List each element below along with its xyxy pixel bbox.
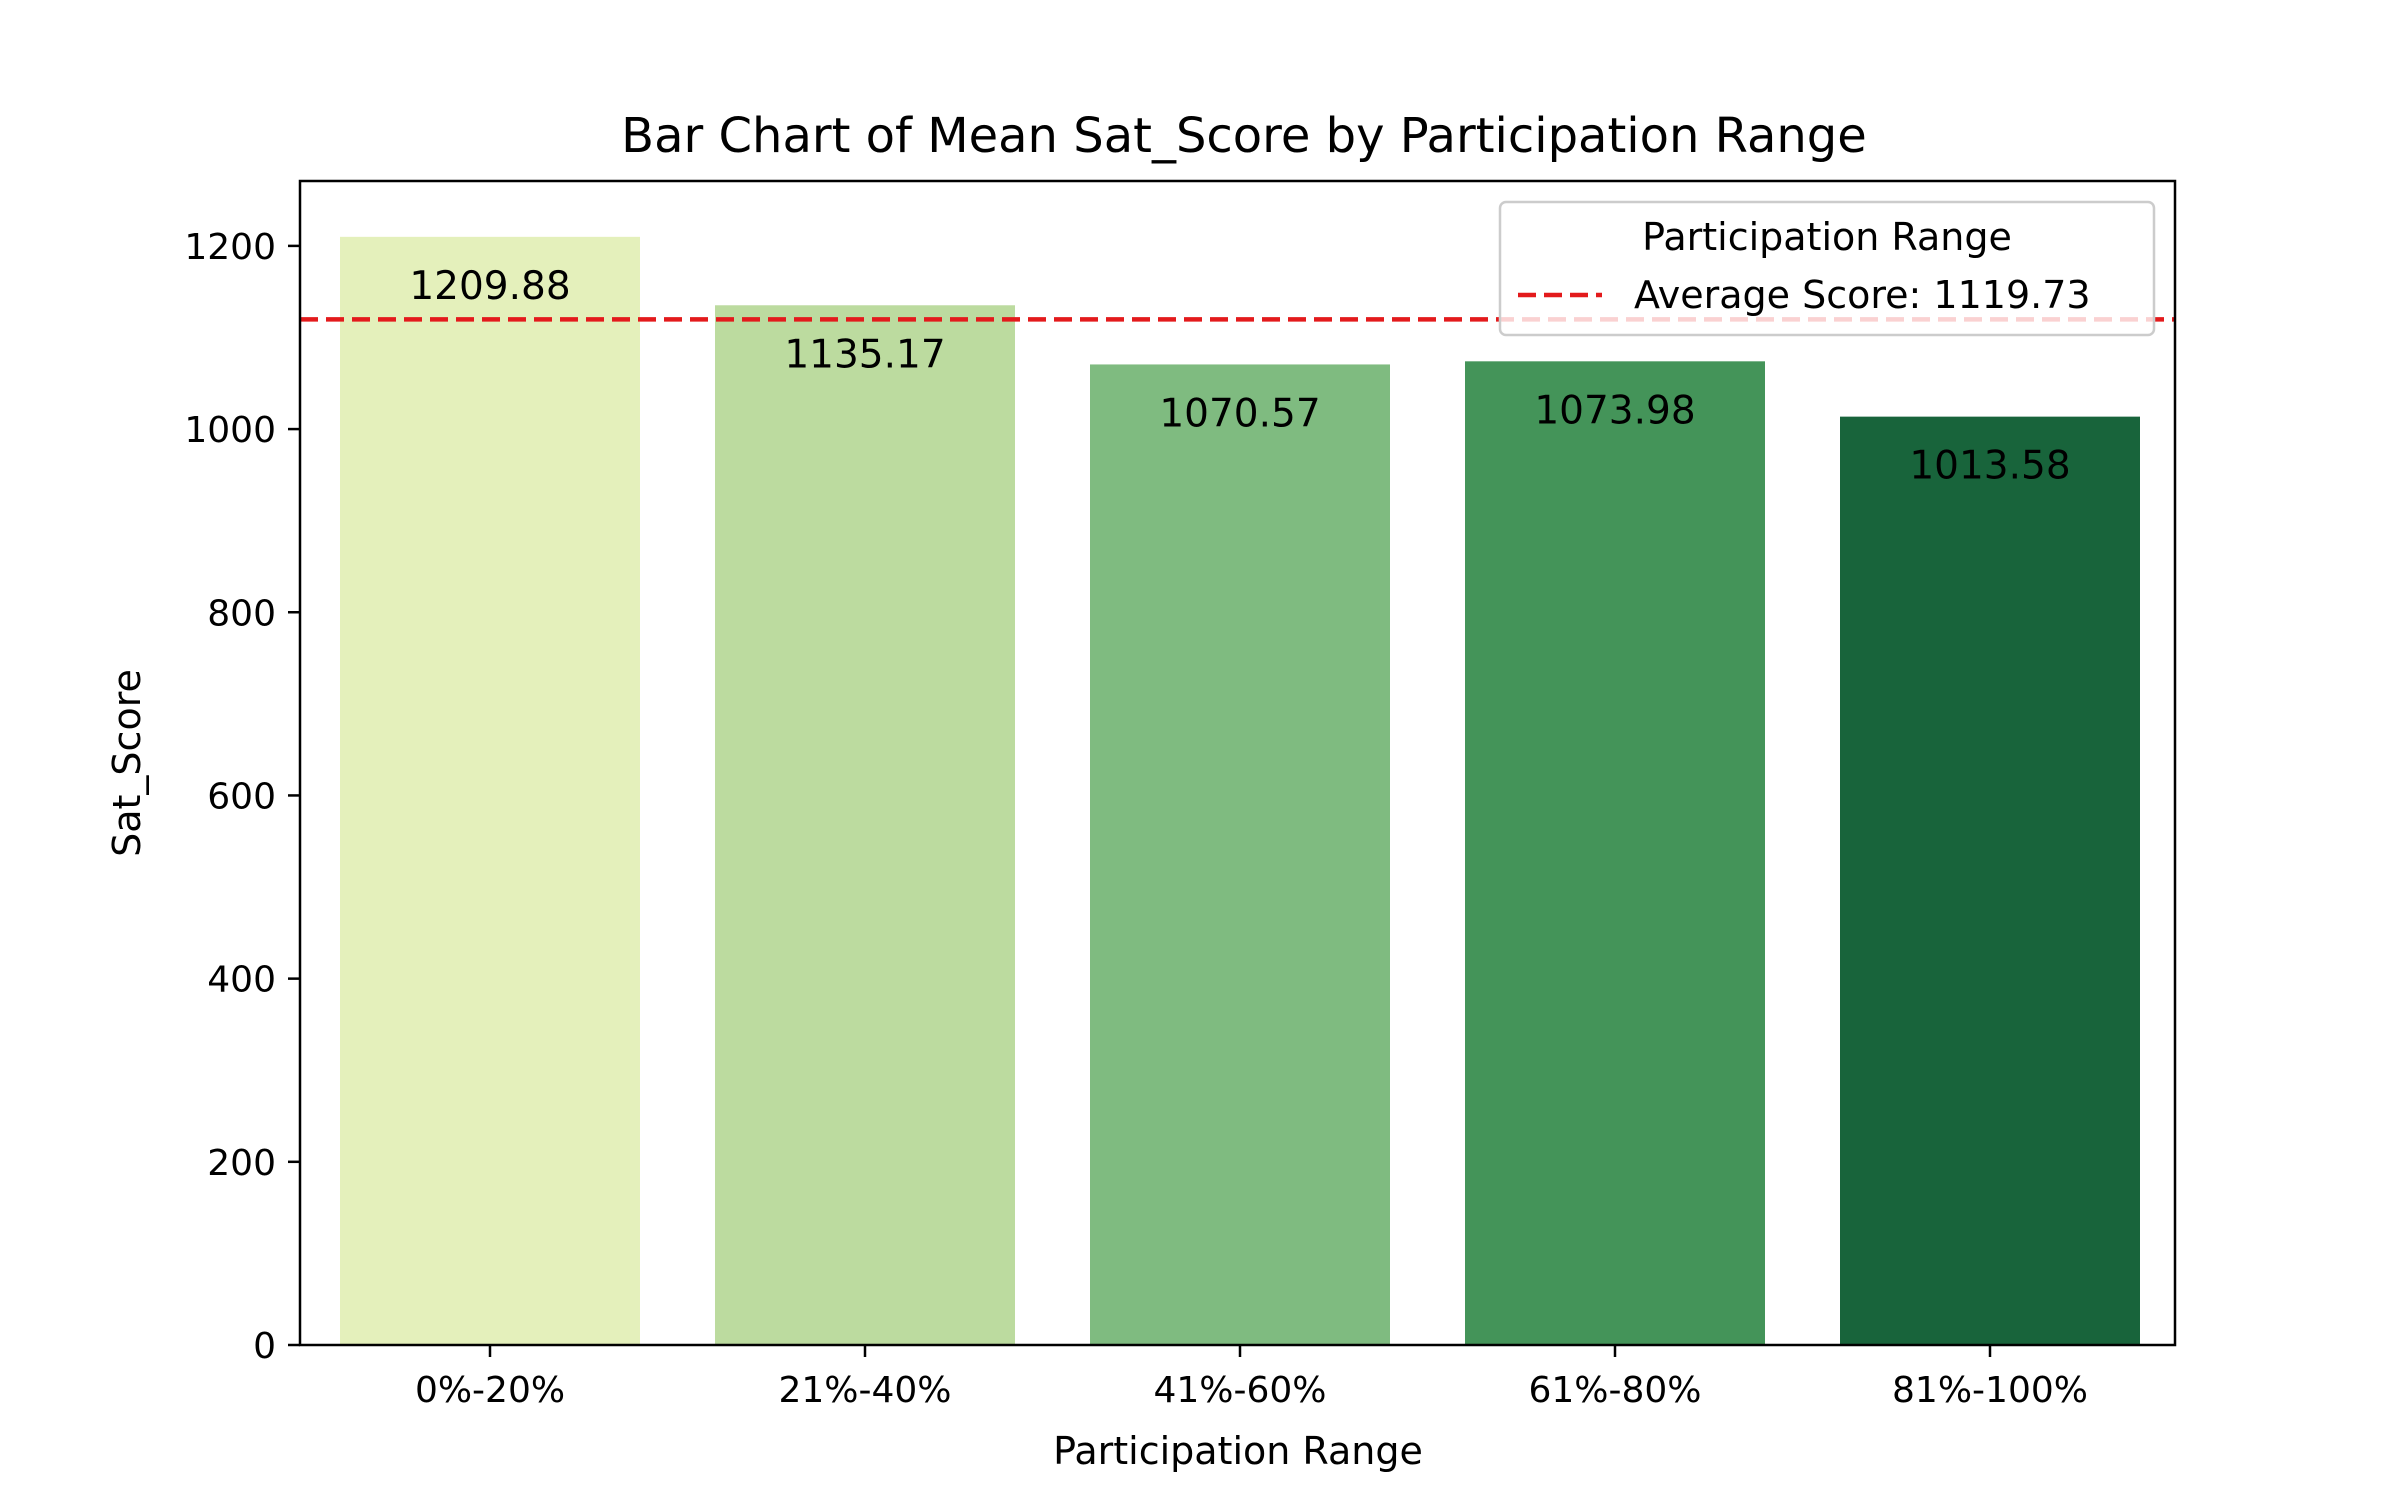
bar-2 xyxy=(715,305,1015,1345)
x-axis-label: Participation Range xyxy=(1053,1429,1423,1473)
legend-entry-average-score: Average Score: 1119.73 xyxy=(1634,273,2091,317)
y-tick-label-800: 800 xyxy=(207,593,276,634)
y-tick-label-600: 600 xyxy=(207,776,276,817)
x-tick-label-2: 21%-40% xyxy=(778,1370,951,1411)
bar-5 xyxy=(1840,416,2140,1345)
y-tick-label-0: 0 xyxy=(253,1326,276,1367)
y-axis-ticks: 0 200 400 600 800 1000 1200 xyxy=(184,227,300,1367)
bar-4 xyxy=(1465,361,1765,1346)
legend: Participation Range Average Score: 1119.… xyxy=(1498,200,2156,337)
bar-value-label-5: 1013.58 xyxy=(1909,444,2070,489)
y-axis-label: Sat_Score xyxy=(105,669,149,857)
bar-3 xyxy=(1090,364,1390,1346)
data-labels-group: 1209.88 1135.17 1070.57 1073.98 1013.58 xyxy=(409,264,2070,489)
y-tick-label-200: 200 xyxy=(207,1143,276,1184)
bar-value-label-4: 1073.98 xyxy=(1534,388,1695,433)
y-tick-label-400: 400 xyxy=(207,960,276,1001)
x-tick-label-3: 41%-60% xyxy=(1153,1370,1326,1411)
x-tick-label-4: 61%-80% xyxy=(1528,1370,1701,1411)
legend-box xyxy=(1498,200,2156,337)
bar-value-label-2: 1135.17 xyxy=(784,332,945,377)
y-tick-label-1200: 1200 xyxy=(184,227,276,268)
legend-title: Participation Range xyxy=(1642,215,2012,259)
bar-value-label-1: 1209.88 xyxy=(409,264,570,309)
x-tick-label-5: 81%-100% xyxy=(1892,1370,2088,1411)
x-tick-label-1: 0%-20% xyxy=(415,1370,565,1411)
y-tick-label-1000: 1000 xyxy=(184,410,276,451)
bars-group xyxy=(340,236,2140,1346)
bar-1 xyxy=(340,236,640,1346)
x-axis-ticks: 0%-20% 21%-40% 41%-60% 61%-80% 81%-100% xyxy=(415,1345,2088,1411)
chart-title: Bar Chart of Mean Sat_Score by Participa… xyxy=(621,108,1867,164)
bar-value-label-3: 1070.57 xyxy=(1159,391,1320,436)
plot-frame xyxy=(298,179,2177,1347)
